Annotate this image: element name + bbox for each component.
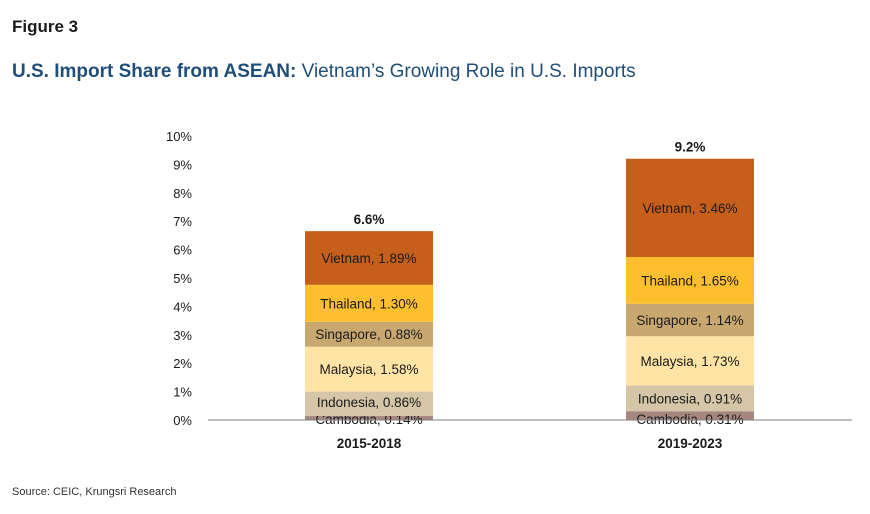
chart-title-rest: Vietnam’s Growing Role in U.S. Imports: [296, 61, 636, 82]
y-tick-label: 6%: [173, 243, 192, 258]
total-label: 9.2%: [675, 140, 706, 155]
bar-segment-vietnam: [626, 158, 754, 257]
chart-title-bold: U.S. Import Share from ASEAN:: [12, 61, 297, 82]
y-tick-label: 0%: [173, 413, 192, 428]
y-tick-label: 9%: [173, 157, 192, 172]
data-label-malaysia: Malaysia, 1.73%: [640, 354, 739, 369]
y-tick-label: 8%: [173, 186, 192, 201]
bar-segment-indonesia: [626, 385, 754, 412]
figure-label: Figure 3: [12, 17, 79, 36]
data-label-vietnam: Vietnam, 3.46%: [642, 201, 737, 216]
y-tick-label: 10%: [166, 129, 192, 144]
y-tick-label: 5%: [173, 271, 192, 286]
bar-segment-singapore: [305, 321, 433, 347]
stacked-bar-chart: 0%1%2%3%4%5%6%7%8%9%10%Cambodia, 0.14%In…: [166, 129, 852, 451]
bar-segment-singapore: [626, 303, 754, 337]
bar-segment-thailand: [626, 256, 754, 304]
bar-segment-thailand: [305, 284, 433, 322]
y-tick-label: 4%: [173, 299, 192, 314]
total-label: 6.6%: [354, 212, 385, 227]
data-label-vietnam: Vietnam, 1.89%: [321, 251, 416, 266]
y-tick-label: 1%: [173, 385, 192, 400]
data-label-singapore: Singapore, 0.88%: [315, 327, 422, 342]
source-note: Source: CEIC, Krungsri Research: [12, 486, 177, 498]
data-label-singapore: Singapore, 1.14%: [636, 313, 743, 328]
bar-segment-indonesia: [305, 391, 433, 417]
data-label-indonesia: Indonesia, 0.86%: [317, 395, 421, 410]
bar-segment-vietnam: [305, 231, 433, 285]
chart-title: U.S. Import Share from ASEAN: Vietnam’s …: [12, 61, 636, 83]
bar-segment-cambodia: [626, 411, 754, 420]
category-label: 2015-2018: [337, 436, 402, 451]
bar-segment-malaysia: [305, 346, 433, 392]
bar-segment-cambodia: [305, 416, 433, 420]
data-label-thailand: Thailand, 1.65%: [641, 273, 739, 288]
y-tick-label: 2%: [173, 356, 192, 371]
data-label-indonesia: Indonesia, 0.91%: [638, 391, 742, 406]
y-tick-label: 7%: [173, 214, 192, 229]
y-tick-label: 3%: [173, 328, 192, 343]
bar-segment-malaysia: [626, 336, 754, 386]
category-label: 2019-2023: [658, 436, 723, 451]
data-label-thailand: Thailand, 1.30%: [320, 296, 418, 311]
data-label-malaysia: Malaysia, 1.58%: [319, 362, 418, 377]
